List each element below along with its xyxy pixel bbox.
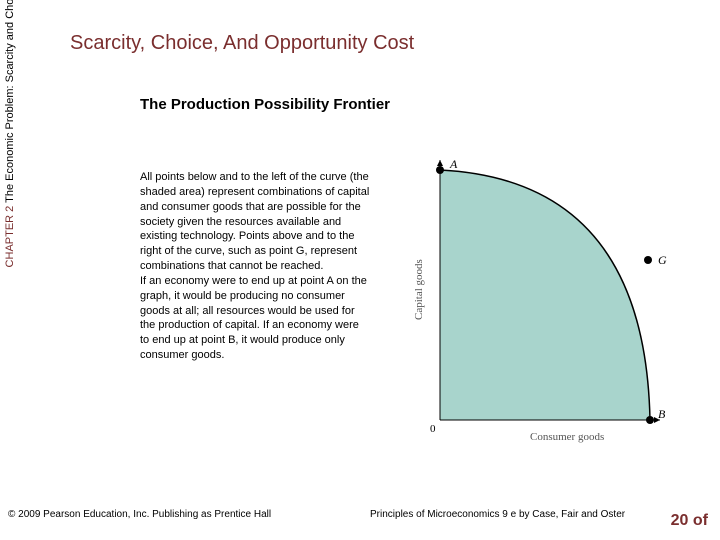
chapter-number: CHAPTER 2 [4,206,16,268]
sidebar-chapter-label: CHAPTER 2 The Economic Problem: Scarcity… [4,0,16,306]
slide-title: Scarcity, Choice, And Opportunity Cost [70,32,414,55]
svg-text:0: 0 [430,423,436,435]
footer-book: Principles of Microeconomics 9 e by Case… [370,509,625,520]
svg-text:Capital goods: Capital goods [413,259,425,320]
ppf-chart: 0 Capital goods Consumer goods A B G [400,150,690,460]
footer-copyright: © 2009 Pearson Education, Inc. Publishin… [8,509,271,520]
svg-text:Consumer goods: Consumer goods [530,431,604,443]
page-number: 20 of [671,512,708,530]
body-text: All points below and to the left of the … [140,170,370,363]
section-title: The Production Possibility Frontier [140,96,390,113]
svg-text:G: G [658,253,667,267]
chapter-title: The Economic Problem: Scarcity and Choic… [4,0,16,206]
svg-text:B: B [658,407,666,421]
svg-text:A: A [449,157,458,171]
